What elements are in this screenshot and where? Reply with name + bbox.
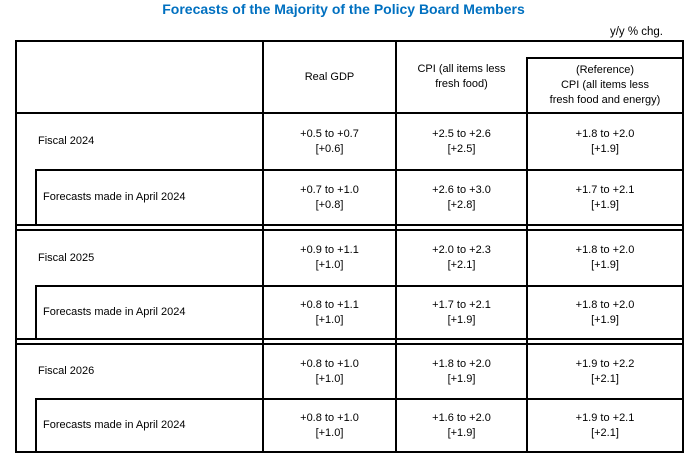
row-label: Fiscal 2024	[38, 135, 95, 147]
group3-subrow-left-border	[35, 398, 37, 451]
table-row-fiscal-2026-april-forecast: Forecasts made in April 2024 +0.8 to +1.…	[17, 400, 682, 451]
table-row-fiscal-2025-april-forecast: Forecasts made in April 2024 +0.8 to +1.…	[17, 287, 682, 338]
gdp-range: +0.8 to +1.0	[300, 411, 359, 424]
group2-bottom-border	[17, 338, 682, 340]
gdp-cell: +0.8 to +1.0 [+1.0]	[264, 400, 395, 451]
reference-range: +1.8 to +2.0	[575, 244, 635, 256]
reference-range: +1.9 to +2.2	[575, 357, 635, 370]
group3-subrow-top-border	[35, 398, 682, 400]
table-row-fiscal-2025: Fiscal 2025 +0.9 to +1.1 [+1.0] +2.0 to …	[17, 231, 682, 285]
table-row-fiscal-2024: Fiscal 2024 +0.5 to +0.7 [+0.6] +2.5 to …	[17, 114, 682, 169]
reference-point: [+2.1]	[591, 426, 619, 439]
group1-subrow-left-border	[35, 169, 37, 226]
group3-top-border	[17, 343, 682, 345]
cpi-range: +2.6 to +3.0	[432, 183, 491, 196]
row-label: Forecasts made in April 2024	[43, 191, 186, 203]
reference-range: +1.8 to +2.0	[575, 127, 635, 140]
group2-subrow-top-border	[35, 285, 682, 287]
gdp-cell: +0.9 to +1.1 [+1.0]	[264, 231, 395, 285]
reference-cell: +1.9 to +2.2 [+2.1]	[528, 345, 682, 398]
cpi-point: [+1.9]	[447, 372, 476, 385]
cpi-point: [+2.8]	[447, 198, 476, 211]
column-divider-reference	[526, 57, 528, 451]
gdp-cell: +0.8 to +1.1 [+1.0]	[264, 287, 395, 338]
gdp-range: +0.7 to +1.0	[300, 183, 359, 196]
cpi-point: [+2.5]	[447, 142, 476, 155]
reference-point: [+1.9]	[591, 198, 619, 211]
reference-range: +1.8 to +2.0	[575, 298, 635, 311]
gdp-point: [+1.0]	[315, 426, 344, 439]
group1-subrow-top-border	[35, 169, 682, 171]
gdp-point: [+1.0]	[315, 313, 344, 326]
reference-point: [+1.9]	[591, 259, 619, 271]
cpi-cell: +1.6 to +2.0 [+1.9]	[397, 400, 526, 451]
group1-bottom-border	[17, 224, 682, 226]
gdp-range: +0.8 to +1.1	[300, 298, 359, 311]
cpi-range: +2.5 to +2.6	[432, 127, 491, 140]
reference-point: [+1.9]	[591, 142, 619, 155]
gdp-range: +0.8 to +1.0	[300, 357, 359, 370]
column-divider-cpi	[395, 42, 397, 451]
group2-top-border	[17, 229, 682, 231]
gdp-cell: +0.7 to +1.0 [+0.8]	[264, 171, 395, 224]
cpi-cell: +2.0 to +2.3 [+2.1]	[397, 231, 526, 285]
cpi-point: [+1.9]	[447, 426, 476, 439]
header-cpi: CPI (all items less fresh food)	[417, 63, 506, 90]
reference-range: +1.7 to +2.1	[575, 183, 635, 196]
reference-cell: +1.9 to +2.1 [+2.1]	[528, 400, 682, 451]
group2-subrow-left-border	[35, 285, 37, 340]
header-reference-cpi: (Reference) CPI (all items less fresh fo…	[549, 64, 661, 106]
reference-box-top-border	[526, 57, 682, 59]
table-row-fiscal-2026: Fiscal 2026 +0.8 to +1.0 [+1.0] +1.8 to …	[17, 345, 682, 398]
row-label: Fiscal 2026	[38, 365, 95, 377]
reference-cell: +1.8 to +2.0 [+1.9]	[528, 287, 682, 338]
forecast-table: Real GDP CPI (all items less fresh food)…	[15, 40, 684, 453]
page-title: Forecasts of the Majority of the Policy …	[162, 1, 525, 17]
gdp-point: [+1.0]	[315, 372, 344, 385]
cpi-range: +1.7 to +2.1	[432, 298, 491, 311]
row-label: Forecasts made in April 2024	[43, 419, 186, 431]
reference-cell: +1.8 to +2.0 [+1.9]	[528, 231, 682, 285]
cpi-cell: +2.6 to +3.0 [+2.8]	[397, 171, 526, 224]
cpi-point: [+2.1]	[447, 259, 476, 271]
cpi-point: [+1.9]	[447, 313, 476, 326]
reference-point: [+2.1]	[591, 372, 619, 385]
gdp-cell: +0.8 to +1.0 [+1.0]	[264, 345, 395, 398]
cpi-cell: +1.7 to +2.1 [+1.9]	[397, 287, 526, 338]
gdp-range: +0.9 to +1.1	[300, 244, 359, 256]
reference-cell: +1.8 to +2.0 [+1.9]	[528, 114, 682, 169]
row-label: Forecasts made in April 2024	[43, 306, 186, 318]
cpi-cell: +2.5 to +2.6 [+2.5]	[397, 114, 526, 169]
gdp-range: +0.5 to +0.7	[300, 127, 359, 140]
gdp-point: [+0.6]	[315, 142, 344, 155]
gdp-point: [+0.8]	[315, 198, 344, 211]
header-bottom-border	[17, 112, 682, 114]
cpi-cell: +1.8 to +2.0 [+1.9]	[397, 345, 526, 398]
gdp-point: [+1.0]	[315, 259, 344, 271]
gdp-cell: +0.5 to +0.7 [+0.6]	[264, 114, 395, 169]
column-divider-gdp	[262, 42, 264, 451]
cpi-range: +1.8 to +2.0	[432, 357, 491, 370]
reference-point: [+1.9]	[591, 313, 619, 326]
reference-cell: +1.7 to +2.1 [+1.9]	[528, 171, 682, 224]
reference-range: +1.9 to +2.1	[575, 411, 635, 424]
row-label: Fiscal 2025	[38, 251, 95, 264]
table-row-fiscal-2024-april-forecast: Forecasts made in April 2024 +0.7 to +1.…	[17, 171, 682, 224]
cpi-range: +2.0 to +2.3	[432, 244, 491, 256]
unit-note: y/y % chg.	[609, 26, 663, 38]
cpi-range: +1.6 to +2.0	[432, 411, 491, 424]
header-real-gdp: Real GDP	[304, 70, 355, 83]
